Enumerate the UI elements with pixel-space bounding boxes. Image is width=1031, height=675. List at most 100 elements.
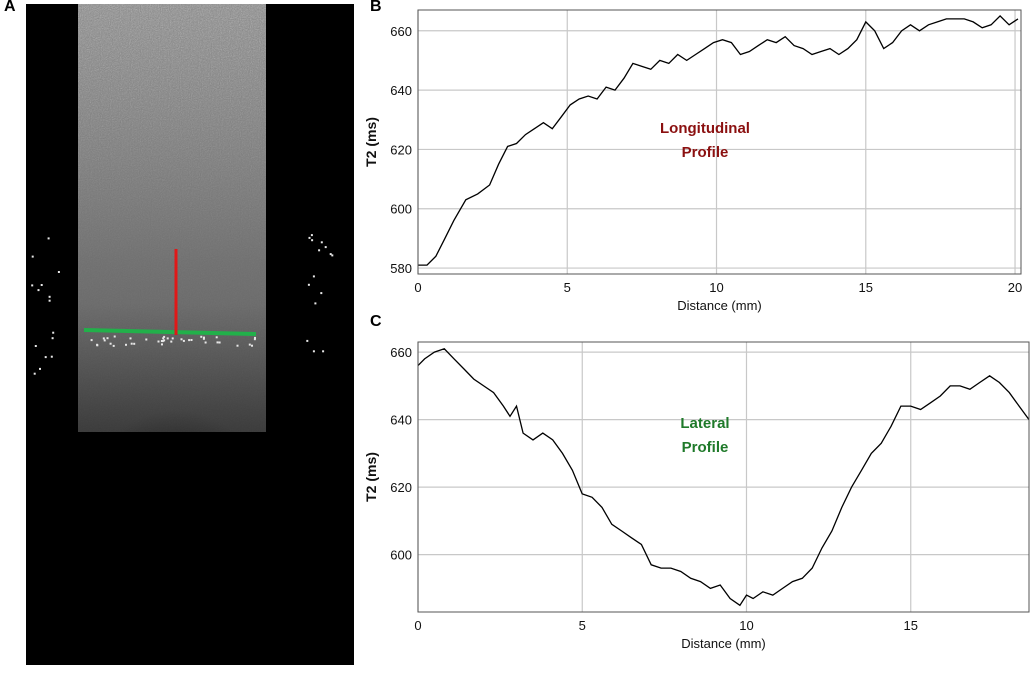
y-tick-label-b: 660 [390, 24, 412, 39]
y-tick-label-b: 620 [390, 142, 412, 157]
noise-speck [57, 271, 60, 273]
plot-frame-c [417, 341, 1030, 613]
noise-speck [331, 254, 334, 257]
noise-speck [180, 338, 183, 341]
noise-speck [47, 237, 50, 240]
noise-speck [251, 344, 253, 347]
noise-speck [33, 372, 36, 375]
plot-frame-b [417, 9, 1022, 275]
y-tick-label-b: 580 [390, 261, 412, 276]
annotation-b-line1: Longitudinal [660, 120, 750, 137]
noise-speck [163, 339, 166, 342]
noise-speck [40, 284, 43, 286]
noise-speck [44, 356, 47, 359]
t2-map-svg [31, 4, 334, 554]
y-axis-title-c: T2 (ms) [363, 452, 379, 502]
noise-speck [310, 234, 313, 237]
noise-speck [113, 335, 116, 338]
noise-speck [160, 340, 163, 342]
noise-speck [109, 342, 112, 345]
noise-speck [215, 336, 218, 339]
noise-speck [311, 239, 314, 242]
noise-speck [254, 336, 256, 339]
annotation-c-line1: Lateral [680, 415, 729, 432]
x-tick-label-b: 0 [414, 280, 421, 295]
panel-c-letter: C [370, 313, 382, 330]
noise-speck [48, 299, 51, 302]
noise-speck [51, 337, 54, 340]
noise-speck [314, 302, 317, 305]
noise-speck [218, 341, 221, 344]
noise-speck [203, 336, 205, 339]
series-b [418, 14, 1019, 266]
noise-speck [102, 337, 105, 340]
noise-speck [190, 339, 193, 341]
grid-c [417, 342, 1029, 612]
noise-speck [216, 341, 219, 344]
noise-speck [112, 344, 115, 347]
grid-b [417, 10, 1021, 274]
series-line-b [418, 14, 1019, 266]
noise-speck [320, 292, 323, 295]
noise-speck [129, 337, 132, 340]
noise-speck [106, 337, 109, 340]
noise-speck [31, 284, 34, 287]
noise-speck [125, 343, 127, 346]
x-tick-label-c: 10 [739, 618, 753, 633]
y-tick-label-c: 620 [390, 480, 412, 495]
panel-a-letter: A [4, 0, 16, 15]
x-tick-label-b: 15 [859, 280, 873, 295]
x-tick-label-b: 20 [1008, 280, 1022, 295]
series-line-c [417, 348, 1030, 607]
noise-speck [103, 339, 106, 342]
noise-specks [31, 234, 334, 375]
noise-speck [202, 337, 205, 340]
noise-speck [37, 289, 40, 292]
noise-speck [171, 337, 174, 340]
y-tick-label-b: 600 [390, 202, 412, 217]
y-tick-label-c: 600 [390, 548, 412, 563]
noise-speck [130, 342, 133, 345]
annotation-b-line2: Profile [682, 144, 729, 161]
longitudinal-profile-chart: 0 5 10 15 20 580 600 620 640 660 Distance (mm) T… [363, 9, 1022, 313]
noise-speck [133, 342, 136, 345]
noise-speck [161, 343, 163, 346]
noise-speck [322, 350, 325, 353]
x-tick-label-c: 15 [904, 618, 918, 633]
x-tick-label-b: 5 [564, 280, 571, 295]
noise-speck [166, 337, 169, 340]
noise-speck [312, 275, 315, 278]
y-tick-label-c: 660 [390, 345, 412, 360]
noise-speck [52, 331, 55, 334]
noise-speck [324, 246, 327, 249]
noise-speck [318, 249, 321, 252]
x-ticks-c: 0 5 10 15 [414, 618, 918, 633]
y-ticks-c: 600 620 640 660 [390, 345, 412, 563]
series-c [417, 348, 1030, 607]
noise-speck [188, 339, 191, 342]
noise-speck [182, 339, 185, 342]
noise-speck [157, 340, 160, 343]
noise-speck [90, 339, 93, 342]
noise-speck [248, 343, 251, 346]
noise-speck [50, 355, 53, 358]
x-tick-label-c: 5 [579, 618, 586, 633]
noise-speck [170, 340, 173, 343]
x-tick-label-c: 0 [414, 618, 421, 633]
lateral-profile-line [83, 328, 257, 336]
panel-b-letter: B [370, 0, 382, 15]
x-axis-title-b: Distance (mm) [677, 298, 762, 313]
noise-speck [312, 350, 315, 353]
t2-map-image [26, 4, 354, 665]
x-ticks-b: 0 5 10 15 20 [414, 280, 1022, 295]
noise-speck [329, 253, 332, 256]
y-axis-title-b: T2 (ms) [363, 117, 379, 167]
noise-speck [200, 335, 203, 338]
noise-speck [163, 335, 166, 338]
x-axis-title-c: Distance (mm) [681, 636, 766, 651]
noise-speck [253, 338, 256, 341]
noise-speck [308, 236, 311, 239]
noise-speck [145, 338, 148, 341]
lateral-profile-chart: 0 5 10 15 600 620 640 660 Distance (mm) T2 (ms… [363, 341, 1030, 651]
annotation-c-line2: Profile [682, 439, 729, 456]
